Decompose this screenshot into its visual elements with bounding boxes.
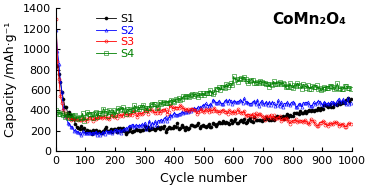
S2 [335,100,340,102]
S2 [79,134,83,136]
S3 [343,126,347,128]
S4 [134,106,138,109]
S4 [71,115,76,118]
S4 [54,108,58,111]
S3 [108,115,113,117]
S3 [323,124,328,126]
S3 [334,121,338,123]
S3 [54,18,58,20]
S2 [71,129,76,132]
S4 [232,75,236,77]
S1 [123,132,128,135]
S1 [71,118,76,120]
Y-axis label: Capacity /mAh·g⁻¹: Capacity /mAh·g⁻¹ [4,22,17,137]
S2 [134,124,138,126]
S2 [54,29,58,31]
S3 [65,116,70,118]
Legend: S1, S2, S3, S4: S1, S2, S3, S4 [91,10,139,64]
S4 [110,113,114,115]
S4 [82,120,86,122]
Line: S2: S2 [54,29,352,137]
S2 [65,122,70,124]
Line: S3: S3 [54,18,352,128]
Text: CoMn₂O₄: CoMn₂O₄ [272,12,346,27]
S4 [349,87,353,90]
S3 [132,110,137,112]
S4 [337,88,341,90]
S2 [110,132,114,134]
S1 [54,64,58,66]
S4 [65,117,70,119]
S1 [335,104,340,106]
S1 [325,105,329,107]
S1 [65,113,70,115]
S4 [326,87,331,90]
Line: S1: S1 [54,63,352,135]
X-axis label: Cycle number: Cycle number [160,172,247,185]
S2 [325,103,329,105]
Line: S4: S4 [54,75,352,122]
S3 [71,118,76,120]
S1 [349,98,353,101]
S1 [134,128,138,130]
S2 [349,102,353,105]
S3 [349,122,353,125]
S1 [108,127,113,130]
